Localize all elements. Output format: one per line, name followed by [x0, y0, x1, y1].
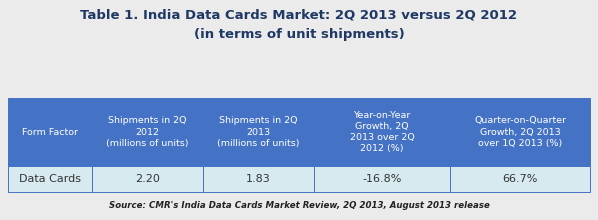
- Text: Source: CMR's India Data Cards Market Review, 2Q 2013, August 2013 release: Source: CMR's India Data Cards Market Re…: [109, 201, 489, 210]
- Text: Shipments in 2Q
2012
(millions of units): Shipments in 2Q 2012 (millions of units): [106, 116, 189, 148]
- Bar: [8, 98, 92, 166]
- Text: 1.83: 1.83: [246, 174, 271, 184]
- Text: Quarter-on-Quarter
Growth, 2Q 2013
over 1Q 2013 (%): Quarter-on-Quarter Growth, 2Q 2013 over …: [474, 116, 566, 148]
- Text: 2.20: 2.20: [135, 174, 160, 184]
- Text: Form Factor: Form Factor: [22, 128, 78, 136]
- Bar: [313, 98, 450, 166]
- Bar: [203, 166, 313, 192]
- Bar: [313, 166, 450, 192]
- Bar: [450, 98, 590, 166]
- Text: Table 1. India Data Cards Market: 2Q 2013 versus 2Q 2012: Table 1. India Data Cards Market: 2Q 201…: [81, 8, 517, 21]
- Text: -16.8%: -16.8%: [362, 174, 402, 184]
- Text: Year-on-Year
Growth, 2Q
2013 over 2Q
2012 (%): Year-on-Year Growth, 2Q 2013 over 2Q 201…: [350, 111, 414, 153]
- Bar: [92, 98, 203, 166]
- Bar: [450, 166, 590, 192]
- Text: 66.7%: 66.7%: [502, 174, 538, 184]
- Bar: [8, 166, 92, 192]
- Text: (in terms of unit shipments): (in terms of unit shipments): [194, 28, 404, 41]
- Bar: [92, 166, 203, 192]
- Text: Shipments in 2Q
2013
(millions of units): Shipments in 2Q 2013 (millions of units): [217, 116, 300, 148]
- Text: Data Cards: Data Cards: [19, 174, 81, 184]
- Bar: [203, 98, 313, 166]
